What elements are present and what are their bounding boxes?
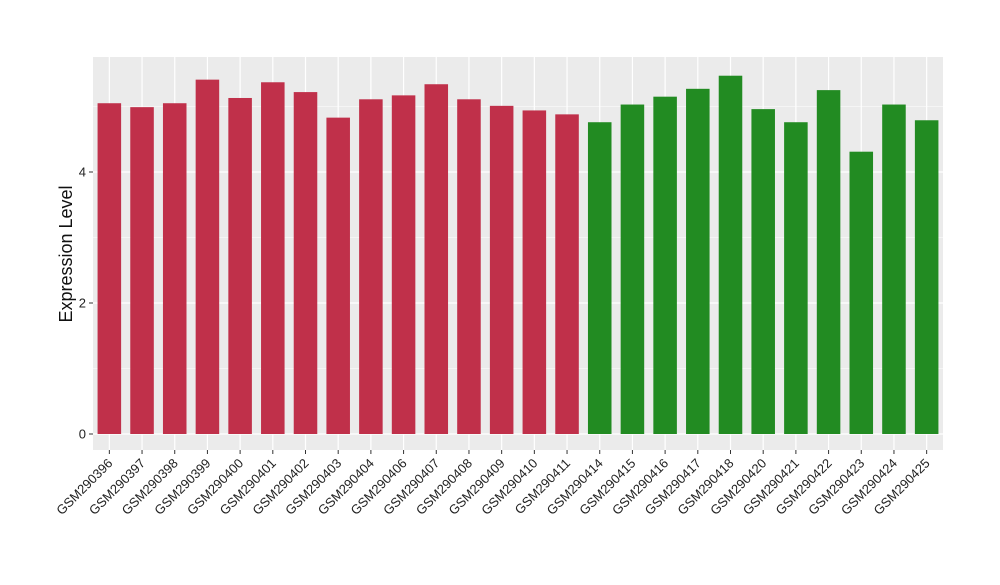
bar-GSM290425 (914, 120, 939, 434)
bar-GSM290400 (228, 97, 252, 435)
bar-GSM290421 (784, 122, 808, 434)
bar-GSM290423 (849, 151, 874, 434)
bar-GSM290411 (555, 114, 579, 435)
bar-GSM290424 (882, 104, 906, 434)
y-axis-title: Expression Level (56, 185, 76, 322)
bars (97, 75, 939, 435)
bar-GSM290407 (424, 84, 449, 434)
bar-GSM290418 (718, 75, 743, 434)
bar-GSM290404 (359, 99, 383, 435)
y-tick-label: 4 (79, 165, 86, 180)
bar-GSM290409 (489, 105, 514, 434)
bar-GSM290416 (653, 96, 677, 435)
bar-GSM290396 (97, 103, 122, 434)
plot-panel-background (93, 57, 943, 450)
bar-GSM290414 (587, 122, 612, 434)
bar-GSM290406 (391, 95, 416, 435)
bar-GSM290401 (261, 82, 285, 434)
plot-panel (93, 57, 943, 450)
bar-GSM290408 (457, 99, 481, 435)
y-axis: 0 2 4 (79, 165, 93, 442)
bar-GSM290422 (816, 90, 841, 434)
bar-GSM290420 (751, 109, 775, 435)
bar-GSM290398 (162, 103, 187, 434)
y-tick-label: 2 (79, 296, 86, 311)
bar-GSM290399 (195, 79, 220, 435)
bar-GSM290402 (293, 92, 318, 434)
bar-GSM290397 (130, 107, 154, 434)
bar-GSM290403 (326, 117, 350, 434)
bar-GSM290415 (620, 104, 645, 434)
bar-GSM290410 (522, 110, 547, 435)
y-tick-label: 0 (79, 427, 86, 442)
bar-GSM290417 (686, 88, 710, 434)
